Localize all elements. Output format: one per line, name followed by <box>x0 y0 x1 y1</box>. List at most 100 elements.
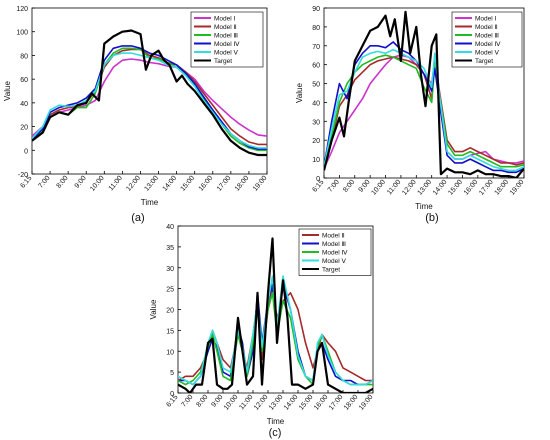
y-tick-label: 30 <box>166 266 174 273</box>
x-tick-label: 11:00 <box>386 179 402 197</box>
x-tick-label: 15:00 <box>447 179 464 197</box>
legend-box <box>190 11 264 68</box>
legend-label: Model Ⅰ <box>214 16 236 23</box>
x-tick-label: 18:00 <box>494 179 511 197</box>
legend-label: Model Ⅱ <box>475 24 498 31</box>
series-line <box>32 48 267 146</box>
y-tick-label: 20 <box>166 308 174 315</box>
legend-label: Model Ⅳ <box>214 41 241 48</box>
x-tick-label: 12:00 <box>253 394 270 412</box>
x-tick-label: 13:00 <box>417 179 434 197</box>
x-tick-label: 19:00 <box>358 394 375 412</box>
legend-label: Model Ⅳ <box>475 41 502 48</box>
x-tick-label: 10:00 <box>223 394 240 412</box>
legend-label: Model Ⅱ <box>322 233 345 240</box>
x-tick-label: 19:00 <box>252 175 269 193</box>
x-tick-label: 15:00 <box>180 175 197 193</box>
series-line <box>178 275 373 386</box>
legend-label: Target <box>214 58 232 65</box>
y-tick-label: -20 <box>18 172 28 179</box>
y-tick-label: 10 <box>312 157 320 164</box>
x-tick-label: 16:00 <box>463 179 480 197</box>
y-axis-label: Value <box>3 81 12 101</box>
chart-panel-b: 0 10 20 30 40 50 60 70 80 90 6:15 7:00 8:00 9:0010:00… <box>295 6 526 211</box>
y-tick-label: 60 <box>312 63 320 70</box>
legend-label: Model Ⅳ <box>322 250 349 257</box>
x-tick-label: 18:00 <box>343 394 360 412</box>
x-tick-label: 13:00 <box>143 175 160 193</box>
x-tick-label: 11:00 <box>238 394 254 412</box>
series-line <box>324 54 524 168</box>
x-axis-label: Time <box>141 198 159 207</box>
series-line <box>32 58 267 137</box>
x-tick-label: 9:00 <box>74 175 88 190</box>
x-tick-label: 19:00 <box>509 179 526 197</box>
legend-label: Model Ⅲ <box>475 33 500 40</box>
x-tick-label: 11:00 <box>108 175 124 193</box>
y-axis-label: Value <box>295 83 304 103</box>
legend-label: Model Ⅱ <box>214 24 237 31</box>
y-tick-label: 0 <box>170 391 174 398</box>
x-axis-label: Time <box>415 202 433 211</box>
x-tick-label: 8:00 <box>342 179 356 194</box>
x-tick-label: 16:00 <box>313 394 330 412</box>
y-tick-label: 40 <box>20 101 28 108</box>
y-tick-label: 40 <box>166 224 174 231</box>
x-tick-label: 6:15 <box>165 394 179 409</box>
x-tick-label: 6:15 <box>311 179 325 194</box>
y-tick-label: 20 <box>312 138 320 145</box>
panel-label-c: (c) <box>269 427 282 439</box>
x-axis-label: Time <box>267 417 285 426</box>
y-tick-label: 120 <box>16 6 28 13</box>
x-tick-label: 10:00 <box>89 175 106 193</box>
x-tick-label: 15:00 <box>298 394 315 412</box>
y-tick-label: 70 <box>312 44 320 51</box>
legend-label: Target <box>322 267 340 274</box>
x-tick-label: 10:00 <box>370 179 387 197</box>
panel-label-a: (a) <box>131 212 144 224</box>
y-tick-label: 15 <box>166 328 174 335</box>
y-tick-label: 30 <box>312 119 320 126</box>
x-tick-label: 17:00 <box>478 179 495 197</box>
legend-label: Model Ⅲ <box>214 33 239 40</box>
x-tick-label: 17:00 <box>216 175 233 193</box>
x-tick-label: 12:00 <box>401 179 418 197</box>
y-tick-label: 10 <box>166 349 174 356</box>
x-tick-label: 14:00 <box>283 394 300 412</box>
x-tick-label: 14:00 <box>432 179 449 197</box>
y-tick-label: 20 <box>20 125 28 132</box>
legend-label: Model Ⅲ <box>322 241 347 248</box>
y-tick-label: 5 <box>170 370 174 377</box>
x-tick-label: 16:00 <box>198 175 215 193</box>
legend-label: Target <box>475 58 493 65</box>
x-tick-label: 18:00 <box>234 175 251 193</box>
x-tick-label: 12:00 <box>125 175 142 193</box>
y-tick-label: 35 <box>166 245 174 252</box>
x-tick-label: 17:00 <box>328 394 345 412</box>
y-tick-label: 80 <box>20 53 28 60</box>
legend-label: Model Ⅴ <box>322 258 347 265</box>
series-line <box>32 52 267 149</box>
legend-box <box>451 11 523 68</box>
plot-area-frame <box>31 7 268 175</box>
y-tick-label: 25 <box>166 287 174 294</box>
y-tick-label: 80 <box>312 25 320 32</box>
x-tick-label: 9:00 <box>358 179 372 194</box>
x-tick-label: 8:00 <box>195 394 209 409</box>
y-tick-label: 100 <box>16 30 28 37</box>
legend-label: Model Ⅰ <box>475 16 497 23</box>
series-line <box>32 29 267 157</box>
series-line <box>324 10 524 178</box>
y-tick-label: 90 <box>312 6 320 13</box>
x-tick-label: 13:00 <box>268 394 285 412</box>
x-tick-label: 7:00 <box>180 394 194 409</box>
x-tick-label: 7:00 <box>37 175 51 190</box>
y-axis-label: Value <box>149 299 158 319</box>
x-tick-label: 14:00 <box>162 175 179 193</box>
legend-label: Model Ⅴ <box>475 50 500 57</box>
y-tick-label: 0 <box>316 176 320 183</box>
x-tick-label: 7:00 <box>327 179 341 194</box>
